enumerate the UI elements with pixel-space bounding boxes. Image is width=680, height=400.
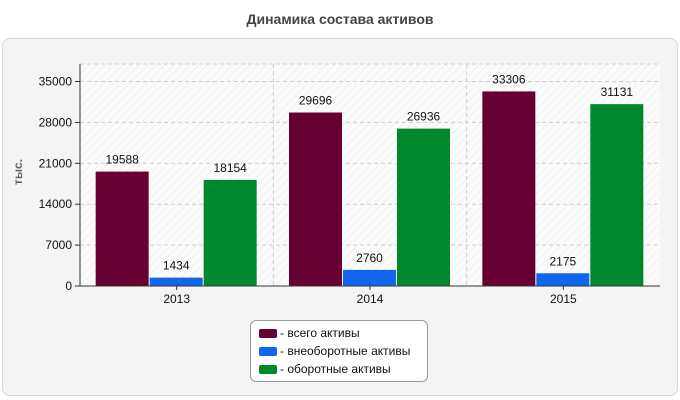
bar [289, 112, 342, 286]
legend-swatch-total [259, 328, 277, 338]
legend-swatch-noncurrent [259, 346, 277, 356]
data-label: 1434 [163, 259, 190, 273]
legend-swatch-current [259, 364, 277, 374]
bar [149, 277, 203, 286]
data-label: 31131 [601, 85, 634, 99]
data-label: 33306 [492, 72, 526, 86]
bar [482, 91, 536, 286]
y-tick-label: 28000 [39, 115, 73, 129]
bar [95, 171, 149, 286]
data-label: 18154 [213, 161, 247, 175]
data-label: 19588 [105, 153, 139, 167]
y-tick-label: 0 [65, 279, 72, 293]
x-tick-label: 2014 [357, 292, 384, 306]
chart-title: Динамика состава активов [246, 11, 434, 27]
x-tick-label: 2015 [550, 292, 577, 306]
plot-area [80, 64, 660, 286]
legend-label-total: - всего активы [280, 326, 360, 340]
x-tick-label: 2013 [163, 292, 190, 306]
legend: - всего активы - внеоборотные активы - о… [250, 320, 428, 382]
bar [343, 269, 396, 286]
y-tick-label: 21000 [39, 156, 73, 170]
legend-item-total[interactable]: - всего активы [259, 324, 419, 342]
data-label: 2760 [356, 251, 383, 265]
y-tick-label: 7000 [45, 238, 72, 252]
y-tick-label: 14000 [39, 197, 73, 211]
data-label: 2175 [549, 254, 576, 268]
bar [203, 179, 257, 286]
y-tick-label: 35000 [39, 75, 73, 89]
legend-label-current: - оборотные активы [280, 362, 391, 376]
data-label: 29696 [299, 94, 333, 108]
bar [397, 128, 450, 286]
bar [590, 104, 644, 286]
legend-item-current[interactable]: - оборотные активы [259, 360, 419, 378]
y-axis-label: тыс. [11, 159, 25, 185]
legend-label-noncurrent: - внеоборотные активы [280, 344, 411, 358]
bar [536, 273, 590, 286]
legend-item-noncurrent[interactable]: - внеоборотные активы [259, 342, 419, 360]
data-label: 26936 [407, 110, 441, 124]
